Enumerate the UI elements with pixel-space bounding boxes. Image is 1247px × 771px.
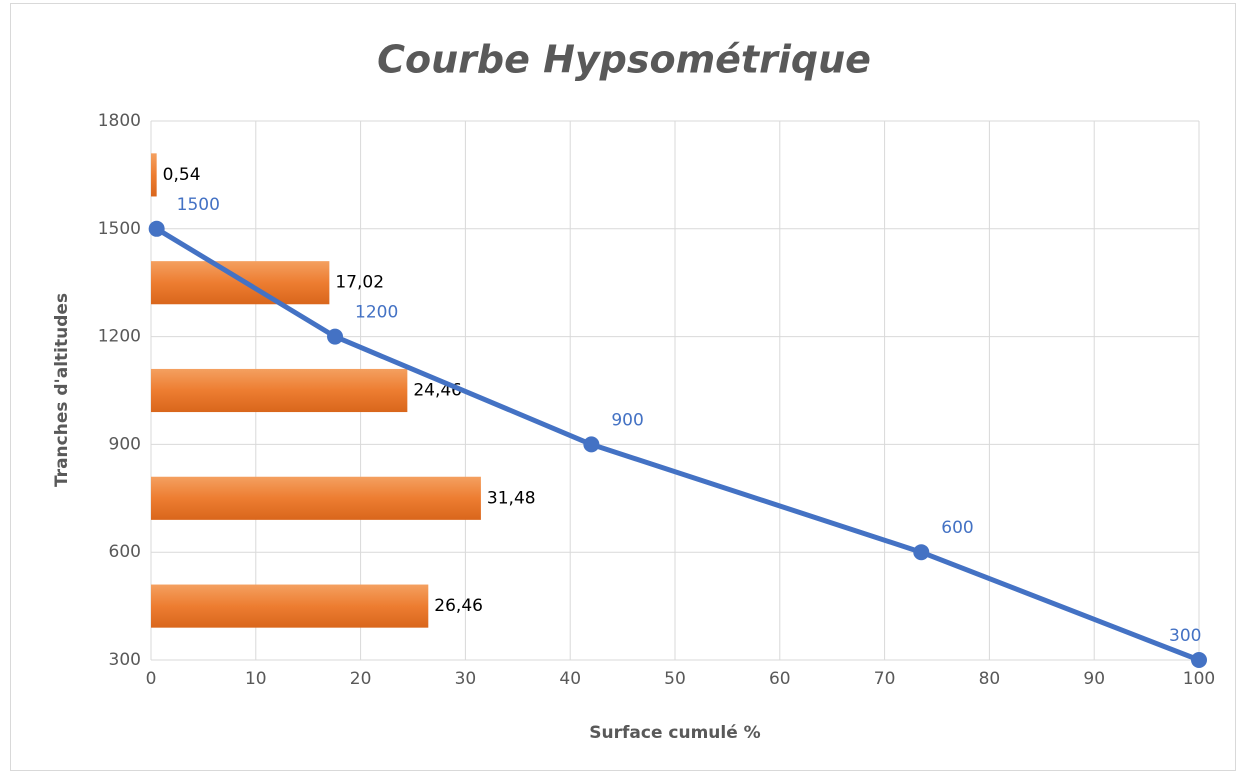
- x-tick-label: 80: [979, 669, 1001, 689]
- y-axis-label: Tranches d'altitudes: [52, 293, 72, 487]
- bar-value-label: 24,46: [413, 381, 462, 401]
- line-point: [583, 436, 600, 453]
- y-tick-label: 1800: [98, 111, 141, 131]
- y-tick-label: 1200: [98, 327, 141, 347]
- x-tick-label: 100: [1183, 669, 1215, 689]
- x-tick-label: 90: [1083, 669, 1105, 689]
- y-tick-label: 300: [109, 650, 141, 670]
- line-value-label: 1500: [177, 195, 220, 215]
- x-tick-label: 20: [350, 669, 372, 689]
- line-value-label: 600: [941, 518, 973, 538]
- line-value-label: 900: [611, 410, 643, 430]
- x-tick-label: 10: [245, 669, 267, 689]
- bar-value-label: 31,48: [487, 488, 536, 508]
- x-tick-label: 50: [664, 669, 686, 689]
- x-tick-label: 40: [559, 669, 581, 689]
- x-axis-label: Surface cumulé %: [589, 723, 760, 743]
- bar: [151, 261, 330, 305]
- line-point: [327, 328, 344, 345]
- y-tick-label: 600: [109, 542, 141, 562]
- line-value-label: 300: [1169, 626, 1201, 646]
- bar: [151, 368, 408, 413]
- chart-title: Courbe Hypsométrique: [377, 38, 871, 82]
- x-tick-label: 60: [769, 669, 791, 689]
- line-point: [148, 220, 165, 237]
- bar-value-label: 17,02: [335, 273, 384, 293]
- bar: [151, 584, 429, 628]
- line-value-label: 1200: [355, 303, 398, 323]
- bar: [151, 153, 157, 197]
- x-tick-label: 30: [455, 669, 477, 689]
- line-point: [1191, 652, 1207, 668]
- line-point: [913, 544, 930, 561]
- bar: [151, 476, 481, 520]
- bar-value-label: 26,46: [434, 596, 483, 616]
- bar-value-label: 0,54: [163, 165, 201, 185]
- x-tick-label: 70: [874, 669, 896, 689]
- y-tick-label: 900: [109, 434, 141, 454]
- x-tick-label: 0: [146, 669, 157, 689]
- y-tick-label: 1500: [98, 219, 141, 239]
